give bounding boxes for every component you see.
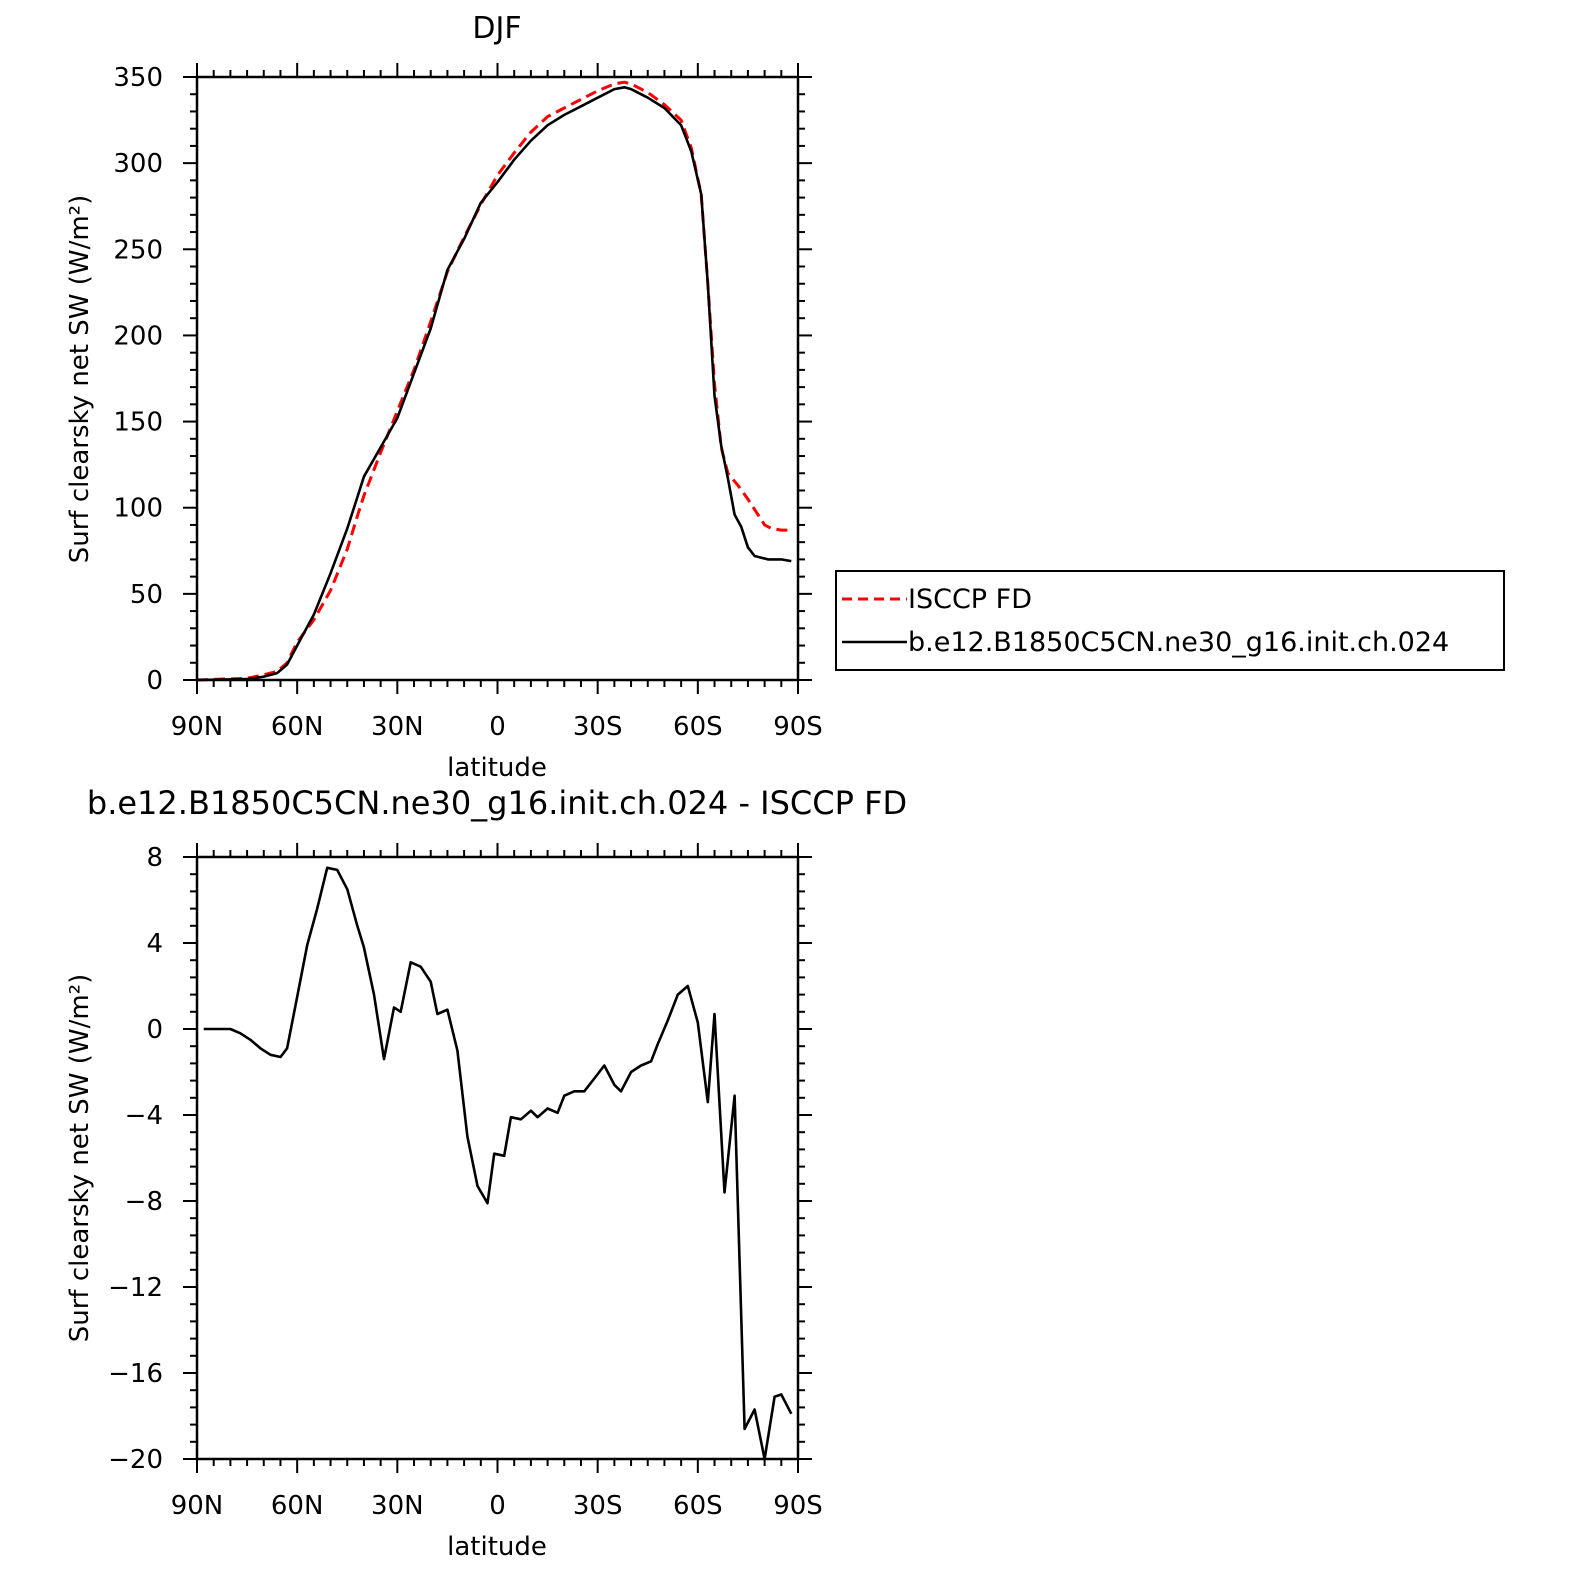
tick-labels: 90N 60N 30N 0 30S 60S 90S −20 −16 −12 −8 −4 0 4 8 [108, 843, 823, 1521]
legend: ISCCP FD b.e12.B1850C5CN.ne30_g16.init.c… [835, 570, 1505, 671]
x-tick-label: 60S [673, 712, 723, 742]
y-tick-label: 0 [146, 666, 163, 696]
series-line-1 [196, 86, 792, 682]
series-line-0 [196, 80, 792, 682]
x-tick-label: 0 [489, 712, 506, 742]
y-tick-label: −16 [108, 1359, 163, 1389]
chart-title: b.e12.B1850C5CN.ne30_g16.init.ch.024 - I… [87, 784, 907, 822]
tick-marks [183, 843, 812, 1473]
x-tick-label: 30S [573, 1491, 623, 1521]
x-tick-label: 90S [773, 1491, 823, 1521]
y-tick-label: 0 [146, 1015, 163, 1045]
plot-frame [195, 855, 800, 1461]
bottom-chart: b.e12.B1850C5CN.ne30_g16.init.ch.024 - I… [65, 784, 907, 1562]
x-tick-label: 60S [673, 1491, 723, 1521]
y-tick-label: 8 [146, 843, 163, 873]
y-axis-label: Surf clearsky net SW (W/m²) [65, 974, 95, 1342]
y-tick-label: 150 [113, 408, 163, 438]
x-tick-label: 60N [271, 1491, 324, 1521]
series-line-0 [203, 866, 793, 1461]
x-tick-label: 30N [371, 1491, 424, 1521]
x-tick-label: 90S [773, 712, 823, 742]
x-tick-label: 90N [171, 712, 224, 742]
y-tick-label: 250 [113, 235, 163, 265]
y-tick-label: 300 [113, 149, 163, 179]
x-tick-label: 30N [371, 712, 424, 742]
x-tick-label: 60N [271, 712, 324, 742]
plot-frame [195, 75, 800, 682]
y-tick-label: −4 [125, 1101, 163, 1131]
legend-box [835, 570, 1505, 671]
y-axis-label: Surf clearsky net SW (W/m²) [65, 195, 95, 563]
x-tick-label: 30S [573, 712, 623, 742]
x-tick-label: 0 [489, 1491, 506, 1521]
series-lines [196, 80, 792, 682]
y-tick-label: 200 [113, 321, 163, 351]
legend-label-model: b.e12.B1850C5CN.ne30_g16.init.ch.024 [908, 627, 1449, 658]
chart-title: DJF [472, 11, 521, 46]
x-tick-label: 90N [171, 1491, 224, 1521]
y-tick-label: −20 [108, 1445, 163, 1475]
tick-marks [183, 63, 812, 694]
x-axis-label: latitude [447, 753, 547, 783]
y-tick-label: 350 [113, 63, 163, 93]
series-lines [203, 866, 793, 1461]
legend-label-isccp: ISCCP FD [908, 584, 1032, 615]
y-tick-label: 100 [113, 494, 163, 524]
y-tick-label: 4 [146, 929, 163, 959]
y-tick-label: −12 [108, 1273, 163, 1303]
y-tick-label: −8 [125, 1187, 163, 1217]
y-tick-label: 50 [130, 580, 163, 610]
x-axis-label: latitude [447, 1532, 547, 1562]
tick-labels: 90N 60N 30N 0 30S 60S 90S 0 50 100 150 200 250 300 350 [113, 63, 822, 742]
top-chart: DJF 90N 60N 30N 0 30S 60S 90S 0 50 100 150 200 250 30… [65, 11, 823, 783]
